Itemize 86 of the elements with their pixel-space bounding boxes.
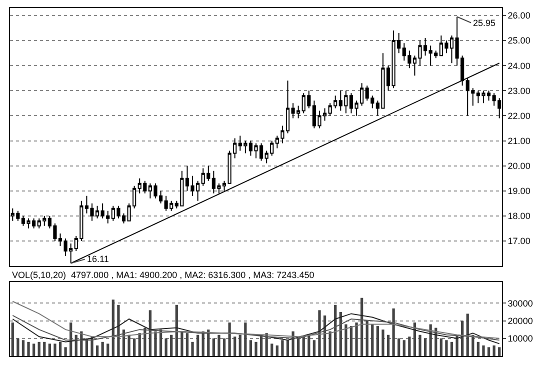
bar — [101, 342, 104, 356]
bar — [58, 342, 62, 356]
bar — [238, 334, 242, 356]
bar — [106, 344, 110, 356]
bar — [281, 340, 284, 356]
bar — [96, 345, 99, 356]
bar — [191, 342, 194, 356]
y-tick-label: 20000 — [508, 316, 533, 326]
bar — [355, 322, 358, 356]
bar — [350, 326, 353, 356]
bar — [112, 300, 114, 356]
bar — [302, 336, 305, 356]
y-tick-label: 26.00 — [508, 10, 530, 21]
bar — [234, 336, 236, 356]
bar — [318, 310, 321, 356]
bar — [312, 340, 316, 356]
bar — [328, 331, 332, 356]
bar — [170, 334, 173, 356]
bar — [138, 333, 141, 356]
bar — [164, 338, 168, 356]
bar — [371, 324, 374, 356]
bar — [133, 338, 136, 356]
bar — [498, 347, 501, 356]
bar — [398, 338, 400, 356]
bar — [418, 334, 422, 356]
bar — [128, 334, 130, 356]
bar — [408, 336, 411, 356]
bar — [450, 342, 454, 356]
bar — [424, 338, 427, 356]
bar — [292, 331, 294, 356]
bar — [64, 347, 67, 356]
bar — [297, 338, 300, 356]
text: VOL(5,10,20) 4797.000 , MA1: 4900.200 , MA2: 6316.300 , MA3: 7243.450 — [12, 270, 314, 280]
bar — [16, 338, 20, 356]
y-tick-label: 19.00 — [508, 186, 530, 196]
bar — [344, 324, 348, 356]
bar — [32, 344, 36, 356]
bar — [476, 342, 480, 356]
bar — [386, 334, 390, 356]
annotation: 25.95 — [473, 18, 496, 28]
bar — [286, 340, 290, 356]
bar — [270, 344, 274, 356]
bar — [445, 340, 448, 356]
bar — [175, 304, 178, 356]
bar — [22, 340, 25, 356]
bar — [440, 338, 442, 356]
y-tick-label: 23.00 — [508, 86, 530, 96]
bar — [254, 342, 258, 356]
y-tick-label: 24.00 — [508, 60, 530, 71]
y-tick-label: 20.00 — [508, 160, 530, 171]
bar — [392, 308, 395, 356]
bar — [196, 334, 200, 356]
y-tick-label: 17.00 — [508, 236, 530, 246]
bar — [48, 344, 51, 356]
bar — [249, 340, 252, 356]
bar — [244, 322, 247, 356]
y-tick-label: 18.00 — [508, 211, 530, 222]
bar — [11, 322, 14, 356]
bar — [228, 322, 231, 356]
bar — [366, 320, 368, 356]
bar — [43, 342, 46, 356]
bar — [382, 330, 384, 356]
bar — [482, 345, 485, 356]
bar — [276, 345, 278, 356]
bar — [54, 344, 56, 356]
bar — [466, 314, 469, 356]
bar — [492, 345, 496, 356]
y-tick-label: 30000 — [508, 298, 533, 308]
annotation: 16.11 — [87, 254, 109, 264]
y-tick-label: 25.00 — [508, 36, 530, 46]
y-tick-label: 10000 — [508, 334, 533, 344]
bar — [402, 340, 406, 356]
bar — [38, 342, 40, 356]
bar — [376, 326, 379, 356]
y-tick-label: 21.00 — [508, 136, 530, 146]
bar — [27, 342, 30, 356]
y-tick-label: 22.00 — [508, 110, 530, 121]
bar — [222, 338, 226, 356]
bar — [180, 331, 184, 356]
bar — [117, 304, 120, 356]
bar — [212, 338, 215, 356]
bar — [487, 347, 490, 356]
bar — [186, 333, 189, 356]
bar — [218, 334, 220, 356]
line-series — [12, 300, 500, 339]
bar — [154, 331, 157, 356]
